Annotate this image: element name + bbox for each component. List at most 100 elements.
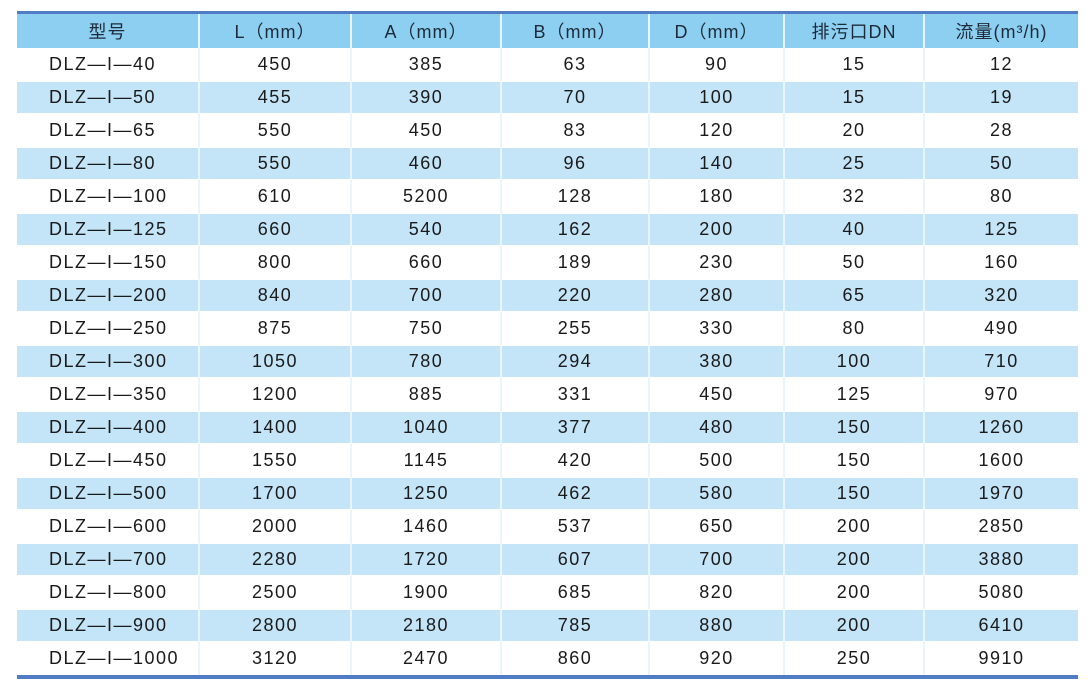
table-row: DLZ—I—600 2000 1460 537 650 200 2850 <box>17 510 1078 543</box>
cell-flow: 970 <box>984 384 1019 404</box>
header-a: A（mm） <box>352 14 502 48</box>
table-row: DLZ—I—80 550 460 96 140 25 50 <box>17 147 1078 180</box>
header-d: D（mm） <box>650 14 785 48</box>
cell-a: 1145 <box>352 444 502 477</box>
table-row: DLZ—I—900 2800 2180 785 880 200 6410 <box>17 609 1078 642</box>
header-drain-dn: 排污口DN <box>785 14 925 48</box>
cell-d: 380 <box>650 345 785 378</box>
header-l: L（mm） <box>200 14 352 48</box>
cell-drain-dn: 20 <box>785 114 925 147</box>
cell-b: 189 <box>502 246 650 279</box>
table-row: DLZ—I—40 450 385 63 90 15 12 <box>17 48 1078 81</box>
cell-flow: 50 <box>925 147 1078 180</box>
cell-drain-dn: 125 <box>785 378 925 411</box>
table-row: DLZ—I—125 660 540 162 200 40 125 <box>17 213 1078 246</box>
cell-flow: 160 <box>984 252 1019 272</box>
cell-d: 480 <box>650 411 785 444</box>
cell-model: DLZ—I—80 <box>17 147 200 180</box>
cell-a: 5200 <box>352 180 502 213</box>
cell-b: 70 <box>502 81 650 114</box>
table-row: DLZ—I—100 610 5200 128 180 32 80 <box>17 180 1078 213</box>
cell-drain-dn: 15 <box>785 81 925 114</box>
cell-a: 450 <box>352 114 502 147</box>
cell-flow: 80 <box>989 186 1014 206</box>
cell-a: 1720 <box>352 543 502 576</box>
cell-model: DLZ—I—600 <box>17 510 200 543</box>
cell-drain-dn: 200 <box>785 576 925 609</box>
table-row: DLZ—I—500 1700 1250 462 580 150 1970 <box>17 477 1078 510</box>
cell-model: DLZ—I—200 <box>17 279 200 312</box>
cell-flow: 9910 <box>978 648 1025 668</box>
cell-a: 1250 <box>352 477 502 510</box>
cell-a: 1040 <box>352 411 502 444</box>
cell-b: 537 <box>502 510 650 543</box>
cell-l: 2000 <box>200 510 352 543</box>
cell-a: 660 <box>352 246 502 279</box>
cell-a: 700 <box>352 279 502 312</box>
cell-b: 220 <box>502 279 650 312</box>
table-row: DLZ—I—50 455 390 70 100 15 19 <box>17 81 1078 114</box>
cell-drain-dn: 200 <box>785 510 925 543</box>
cell-drain-dn: 25 <box>785 147 925 180</box>
cell-d: 880 <box>650 609 785 642</box>
cell-model: DLZ—I—65 <box>17 114 200 147</box>
cell-a: 750 <box>352 312 502 345</box>
cell-l: 1050 <box>200 345 352 378</box>
cell-model: DLZ—I—350 <box>17 378 200 411</box>
cell-l: 1550 <box>200 444 352 477</box>
cell-flow: 125 <box>925 213 1078 246</box>
cell-l: 800 <box>200 246 352 279</box>
cell-a: 540 <box>352 213 502 246</box>
cell-b: 462 <box>502 477 650 510</box>
cell-drain-dn: 150 <box>785 411 925 444</box>
table-row: DLZ—I—800 2500 1900 685 820 200 5080 <box>17 576 1078 609</box>
cell-drain-dn: 100 <box>785 345 925 378</box>
cell-model: DLZ—I—900 <box>17 609 200 642</box>
cell-d: 580 <box>650 477 785 510</box>
cell-model: DLZ—I—40 <box>17 48 200 81</box>
cell-b: 83 <box>502 114 650 147</box>
cell-flow: 2850 <box>978 516 1025 536</box>
cell-model: DLZ—I—800 <box>17 576 200 609</box>
cell-a: 390 <box>352 81 502 114</box>
cell-d: 280 <box>650 279 785 312</box>
cell-model: DLZ—I—150 <box>17 246 200 279</box>
cell-b: 63 <box>502 48 650 81</box>
cell-l: 840 <box>200 279 352 312</box>
cell-l: 875 <box>200 312 352 345</box>
cell-model: DLZ—I—500 <box>17 477 200 510</box>
cell-b: 420 <box>502 444 650 477</box>
cell-a: 2470 <box>352 642 502 675</box>
cell-drain-dn: 50 <box>785 246 925 279</box>
cell-d: 120 <box>650 114 785 147</box>
cell-model: DLZ—I—50 <box>17 81 200 114</box>
cell-drain-dn: 200 <box>785 543 925 576</box>
cell-model: DLZ—I—1000 <box>17 642 200 675</box>
cell-l: 1200 <box>200 378 352 411</box>
cell-drain-dn: 65 <box>785 279 925 312</box>
cell-b: 128 <box>502 180 650 213</box>
cell-l: 450 <box>200 48 352 81</box>
cell-flow: 1970 <box>925 477 1078 510</box>
cell-d: 180 <box>650 180 785 213</box>
cell-d: 90 <box>650 48 785 81</box>
cell-b: 785 <box>502 609 650 642</box>
table-row: DLZ—I—350 1200 885 331 450 125 970 <box>17 378 1078 411</box>
cell-flow: 19 <box>925 81 1078 114</box>
cell-d: 100 <box>650 81 785 114</box>
cell-d: 820 <box>650 576 785 609</box>
cell-flow: 320 <box>925 279 1078 312</box>
cell-l: 1700 <box>200 477 352 510</box>
cell-b: 685 <box>502 576 650 609</box>
table-row: DLZ—I—200 840 700 220 280 65 320 <box>17 279 1078 312</box>
header-b: B（mm） <box>502 14 650 48</box>
cell-b: 377 <box>502 411 650 444</box>
cell-model: DLZ—I—125 <box>17 213 200 246</box>
cell-a: 1460 <box>352 510 502 543</box>
cell-d: 500 <box>650 444 785 477</box>
cell-model: DLZ—I—250 <box>17 312 200 345</box>
header-model: 型号 <box>17 14 200 48</box>
spec-table: 型号 L（mm） A（mm） B（mm） D（mm） 排污口DN 流量(m³/h… <box>17 11 1078 679</box>
table-row: DLZ—I—250 875 750 255 330 80 490 <box>17 312 1078 345</box>
cell-drain-dn: 150 <box>785 444 925 477</box>
